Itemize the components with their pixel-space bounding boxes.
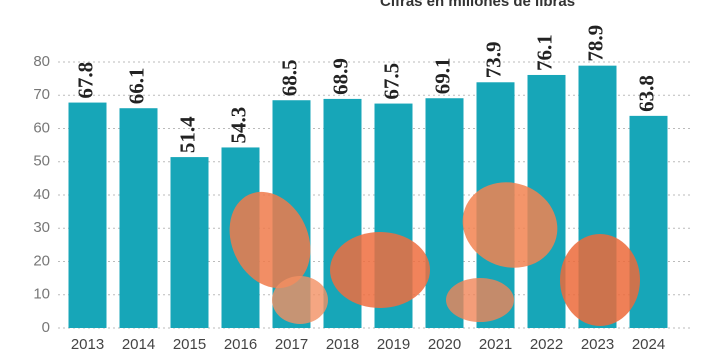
- value-label: 76.1: [532, 34, 556, 71]
- x-tick-label: 2023: [581, 336, 614, 353]
- value-label: 54.3: [226, 107, 250, 144]
- value-label: 68.9: [328, 58, 352, 95]
- x-tick-label: 2014: [122, 336, 155, 353]
- value-label: 78.9: [583, 25, 607, 62]
- y-tick-label: 30: [33, 219, 50, 236]
- y-tick-label: 60: [33, 119, 50, 136]
- y-tick-label: 20: [33, 252, 50, 269]
- y-tick-label: 80: [33, 53, 50, 70]
- x-tick-label: 2018: [326, 336, 359, 353]
- x-tick-label: 2019: [377, 336, 410, 353]
- x-tick-label: 2021: [479, 336, 512, 353]
- value-label: 68.5: [277, 59, 301, 96]
- x-tick-label: 2015: [173, 336, 206, 353]
- x-tick-label: 2017: [275, 336, 308, 353]
- y-tick-label: 50: [33, 153, 50, 170]
- value-label: 69.1: [430, 57, 454, 94]
- x-tick-label: 2013: [71, 336, 104, 353]
- y-tick-label: 0: [42, 319, 50, 336]
- bar: [119, 108, 158, 328]
- value-label: 51.4: [175, 116, 199, 153]
- x-tick-label: 2022: [530, 336, 563, 353]
- value-label: 67.5: [379, 63, 403, 100]
- value-label: 63.8: [634, 75, 658, 112]
- value-label: 66.1: [124, 67, 148, 104]
- y-tick-label: 10: [33, 286, 50, 303]
- chart-subtitle: Cifras en millones de libras: [380, 0, 575, 10]
- x-tick-label: 2020: [428, 336, 461, 353]
- shrimp-illustration: [229, 182, 640, 326]
- value-label: 67.8: [73, 62, 97, 99]
- x-tick-label: 2016: [224, 336, 257, 353]
- y-tick-label: 40: [33, 186, 50, 203]
- x-tick-label: 2024: [632, 336, 665, 353]
- y-tick-label: 70: [33, 86, 50, 103]
- value-label: 73.9: [481, 42, 505, 79]
- bar: [170, 157, 209, 328]
- bar: [68, 102, 107, 328]
